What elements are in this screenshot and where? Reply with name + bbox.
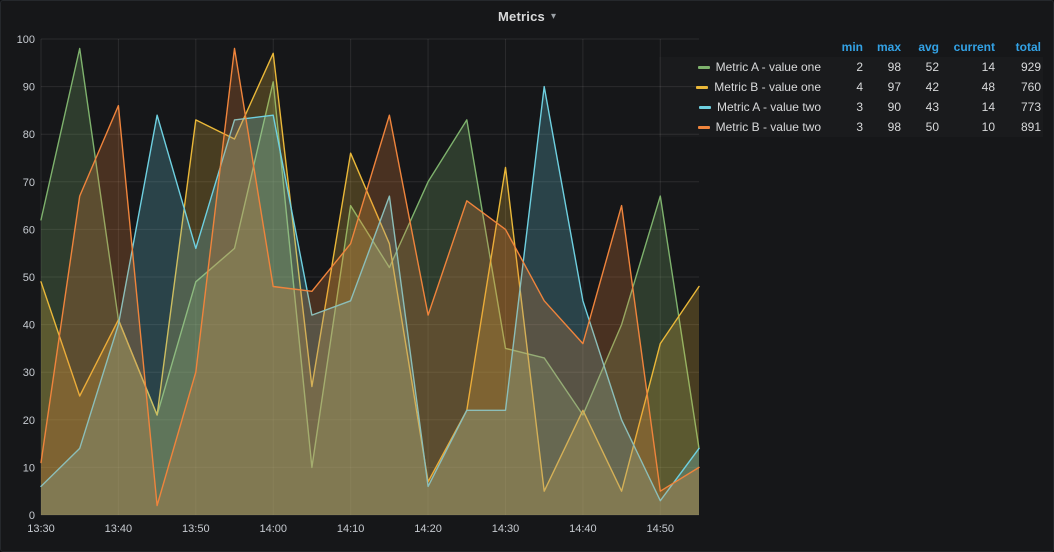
series-area [41, 48, 699, 515]
chevron-down-icon[interactable]: ▾ [550, 10, 556, 22]
legend-series-toggle[interactable]: Metric B - value two [659, 120, 827, 134]
legend-stat-total: 760 [1020, 80, 1041, 94]
legend-stat-avg: 52 [925, 60, 939, 74]
legend-stat-min: 2 [856, 60, 863, 74]
legend-stat-current: 14 [981, 100, 995, 114]
legend-row: Metric B - value one 4 97 42 48 760 [659, 77, 1043, 97]
series-color-line-icon [697, 65, 710, 69]
legend-stat-max: 98 [887, 60, 901, 74]
legend-row: Metric A - value two 3 90 43 14 773 [659, 97, 1043, 117]
legend-column-header-current[interactable]: current [953, 40, 995, 54]
legend-stat-total: 773 [1020, 100, 1041, 114]
x-axis-tick-label: 14:40 [569, 523, 597, 535]
legend-header-row: min max avg current total [659, 37, 1043, 57]
legend-stat-avg: 43 [925, 100, 939, 114]
legend-stat-current: 48 [981, 80, 995, 94]
y-axis-tick-label: 60 [23, 224, 35, 236]
series-color-line-icon [698, 105, 711, 109]
legend-column-header-avg[interactable]: avg [918, 40, 939, 54]
legend-stat-total: 929 [1020, 60, 1041, 74]
x-axis-tick-label: 14:00 [259, 523, 287, 535]
y-axis-tick-label: 40 [23, 320, 35, 332]
y-axis-tick-label: 70 [23, 177, 35, 189]
series-area [41, 86, 699, 515]
legend-stat-min: 4 [856, 80, 863, 94]
y-axis-tick-label: 20 [23, 415, 35, 427]
x-axis-tick-label: 14:20 [414, 523, 442, 535]
legend-stat-max: 97 [887, 80, 901, 94]
y-axis-tick-label: 10 [23, 462, 35, 474]
y-axis-tick-label: 100 [17, 34, 35, 46]
legend-series-toggle[interactable]: Metric A - value two [659, 100, 827, 114]
legend-series-name: Metric B - value two [715, 120, 821, 134]
x-axis-tick-label: 14:30 [492, 523, 520, 535]
legend-series-name: Metric A - value one [715, 60, 821, 74]
legend-series-name: Metric A - value two [716, 100, 821, 114]
panel-title: Metrics [498, 8, 545, 24]
legend-series-toggle[interactable]: Metric A - value one [659, 60, 827, 74]
y-axis-tick-label: 0 [29, 510, 35, 522]
legend-stat-max: 98 [887, 120, 901, 134]
legend-column-header-max[interactable]: max [876, 40, 901, 54]
legend-series-toggle[interactable]: Metric B - value one [659, 80, 827, 94]
x-axis-tick-label: 13:30 [27, 523, 55, 535]
legend-row: Metric A - value one 2 98 52 14 929 [659, 57, 1043, 77]
legend-column-header-min[interactable]: min [841, 40, 863, 54]
x-axis-tick-label: 13:40 [105, 523, 133, 535]
y-axis-tick-label: 50 [23, 272, 35, 284]
legend-stat-current: 10 [981, 120, 995, 134]
chart-area[interactable]: 0 10 20 30 40 50 60 70 80 90 100 13:30 13:40 13:50 14:… [5, 29, 711, 545]
legend-stat-avg: 50 [925, 120, 939, 134]
x-axis-tick-label: 14:10 [337, 523, 365, 535]
legend-stat-max: 90 [887, 100, 901, 114]
y-axis-tick-label: 30 [23, 367, 35, 379]
legend-stat-avg: 42 [925, 80, 939, 94]
legend-series-name: Metric B - value one [714, 80, 821, 94]
series-line [40, 52, 700, 492]
series-color-line-icon [696, 85, 709, 89]
legend-column-header-total[interactable]: total [1015, 40, 1041, 54]
legend-stat-current: 14 [981, 60, 995, 74]
series-area [41, 53, 699, 516]
x-axis-tick-label: 14:50 [647, 523, 675, 535]
legend-stat-min: 3 [856, 100, 863, 114]
series-color-line-icon [697, 125, 710, 129]
y-axis-tick-label: 80 [23, 129, 35, 141]
legend-stat-min: 3 [856, 120, 863, 134]
y-axis-tick-label: 90 [23, 82, 35, 94]
panel-header[interactable]: Metrics ▾ [1, 1, 1053, 31]
series-line [40, 47, 700, 507]
series-area [41, 48, 699, 515]
x-axis-tick-label: 13:50 [182, 523, 210, 535]
legend-stat-total: 891 [1020, 120, 1041, 134]
timeseries-chart[interactable]: 0 10 20 30 40 50 60 70 80 90 100 13:30 13:40 13:50 14:… [5, 29, 711, 545]
legend-table: min max avg current total Metric A - value on… [659, 37, 1043, 137]
legend-row: Metric B - value two 3 98 50 10 891 [659, 117, 1043, 137]
